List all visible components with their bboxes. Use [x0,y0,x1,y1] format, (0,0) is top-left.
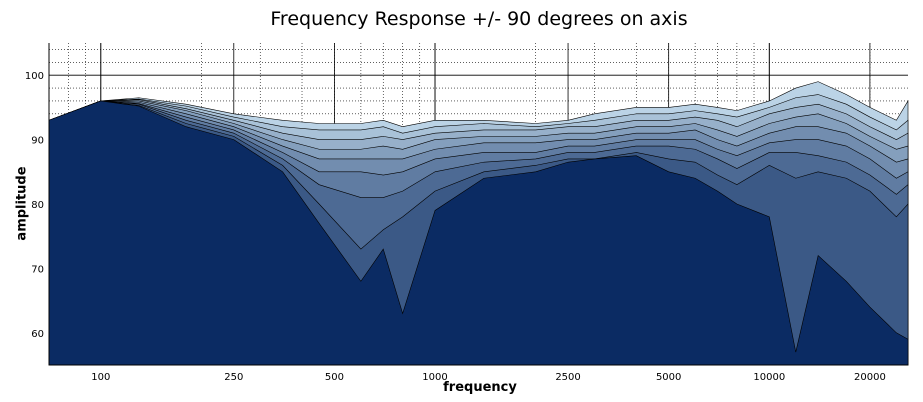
x-tick-label: 250 [224,372,243,383]
x-tick-label: 10000 [753,372,785,383]
y-tick-label: 70 [31,264,44,275]
y-tick-label: 90 [31,136,44,147]
x-tick-label: 2500 [555,372,580,383]
series-area-9 [48,100,909,366]
x-tick-label: 20000 [854,372,886,383]
y-tick-label: 60 [31,329,44,340]
y-tick-label: 80 [31,200,44,211]
y-tick-label: 100 [25,71,44,82]
y-axis-label: amplitude [14,166,30,241]
x-tick-label: 500 [325,372,344,383]
chart-title: Frequency Response +/- 90 degrees on axi… [270,8,688,30]
x-tick-label: 5000 [656,372,681,383]
x-axis-label: frequency [443,380,517,395]
x-tick-label: 1000 [422,372,447,383]
x-tick-label: 100 [91,372,110,383]
